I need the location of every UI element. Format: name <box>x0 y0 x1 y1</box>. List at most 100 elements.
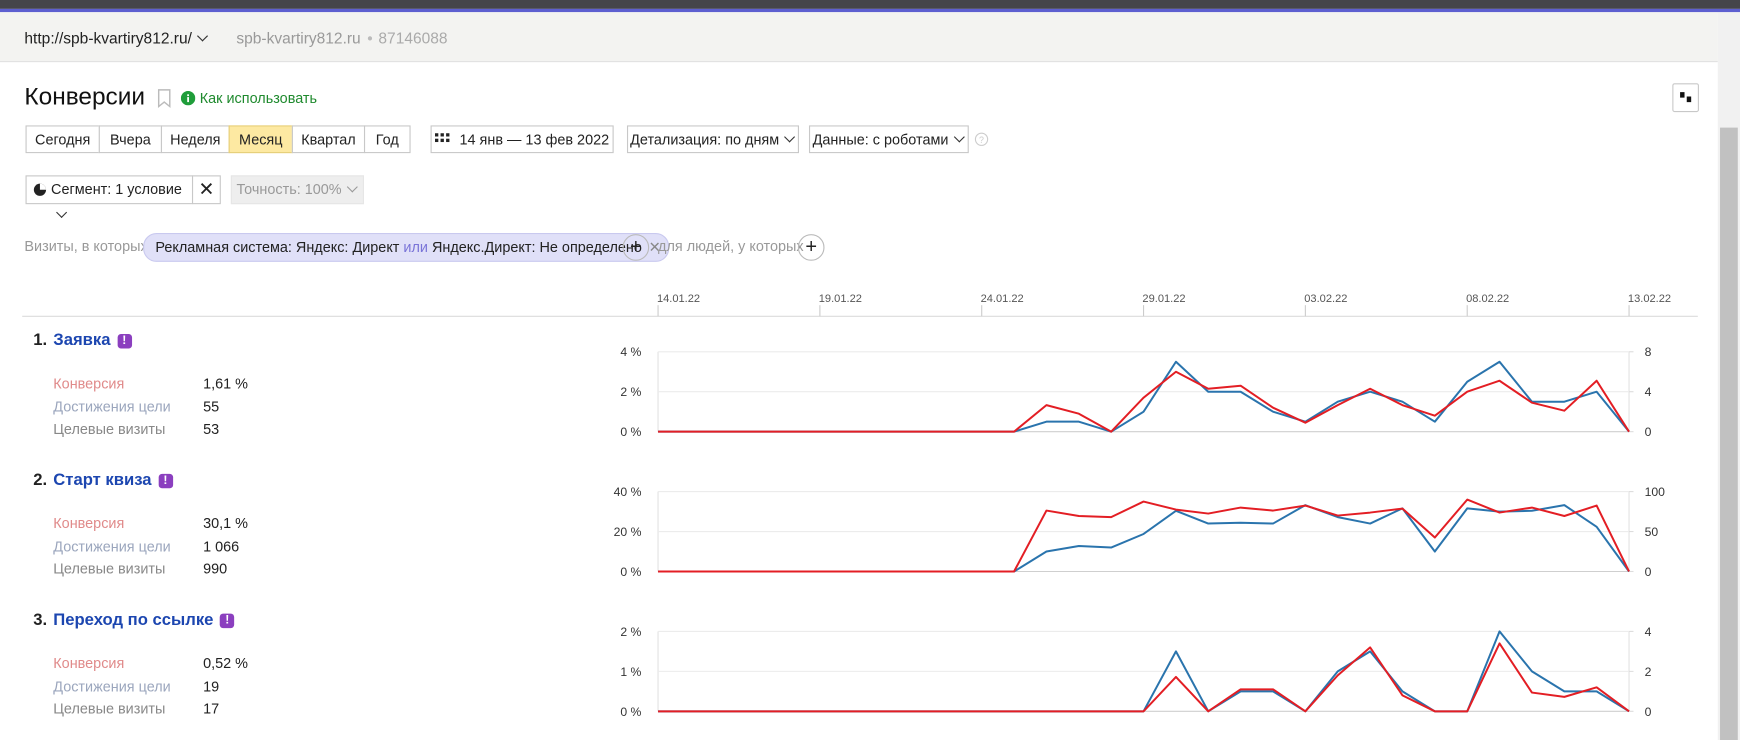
condition-or: или <box>403 238 428 256</box>
detail-button[interactable]: Детализация: по дням <box>626 125 799 154</box>
site-url[interactable]: http://spb-kvartiry812.ru/ <box>24 29 208 47</box>
y-tick-label: 0 % <box>620 425 641 439</box>
segment-clear[interactable]: ✕ <box>191 175 221 205</box>
add-people-condition[interactable]: + <box>797 234 825 261</box>
y2-tick-label: 0 <box>1645 565 1652 579</box>
y2-tick-label: 0 <box>1645 425 1652 439</box>
segment-button[interactable]: Сегмент: 1 условие <box>25 175 194 219</box>
metric-label: Конверсия <box>53 375 125 392</box>
bookmark-icon[interactable] <box>156 89 172 109</box>
condition-part: Рекламная система: Яндекс: Директ <box>155 238 400 256</box>
metric-label: Достижения цели <box>53 677 171 695</box>
separator: • <box>367 28 373 47</box>
y-tick-label: 2 % <box>620 625 641 639</box>
metric-value: 19 <box>203 677 220 695</box>
metric-value: 30,1 % <box>203 514 249 532</box>
export-icon <box>1680 92 1692 103</box>
info-icon <box>180 90 196 106</box>
warning-badge[interactable]: ! <box>158 473 173 489</box>
series-line <box>658 642 1630 713</box>
metric-label: Конверсия <box>53 514 125 532</box>
y-tick-label: 40 % <box>614 485 642 499</box>
series-line <box>658 504 1630 573</box>
metric-label: Целевые визиты <box>53 700 166 717</box>
help-link[interactable]: Как использовать <box>199 89 318 107</box>
y2-tick-label: 0 <box>1645 705 1652 719</box>
warning-badge[interactable]: ! <box>117 334 132 349</box>
series-line <box>658 498 1630 573</box>
metric-label: Целевые визиты <box>53 560 166 578</box>
y2-tick-label: 4 <box>1645 625 1652 639</box>
accent-bar <box>0 8 1740 13</box>
header: http://spb-kvartiry812.ru/ spb-kvartiry8… <box>0 12 1718 63</box>
date-label: 24.01.22 <box>981 293 1024 305</box>
goal-name[interactable]: Заявка! <box>53 331 132 350</box>
chip-remove[interactable]: ✕ <box>648 238 661 256</box>
y2-tick-label: 4 <box>1645 385 1652 399</box>
metric-label: Целевые визиты <box>53 420 166 438</box>
people-label: для людей, у которых <box>658 237 804 255</box>
metric-label: Достижения цели <box>53 537 171 555</box>
page-title: Конверсии <box>24 82 146 110</box>
metric-value: 990 <box>203 560 228 578</box>
goal-number: 1. <box>33 330 48 350</box>
date-label: 14.01.22 <box>657 293 700 305</box>
series-line <box>658 370 1630 433</box>
calendar-icon <box>435 133 450 143</box>
scroll-thumb[interactable] <box>1720 127 1738 740</box>
metric-value: 1 066 <box>203 537 240 555</box>
add-condition[interactable]: + <box>622 234 650 261</box>
metric-label: Конверсия <box>53 654 125 672</box>
counter-id: 87146088 <box>378 28 448 47</box>
y-tick-label: 2 % <box>620 385 641 399</box>
date-label: 03.02.22 <box>1304 293 1347 305</box>
y2-tick-label: 8 <box>1645 345 1652 359</box>
y-tick-label: 4 % <box>620 345 641 359</box>
y-tick-label: 1 % <box>620 665 641 679</box>
goal-number: 2. <box>33 470 48 490</box>
y2-tick-label: 2 <box>1645 665 1652 679</box>
metric-value: 55 <box>203 397 220 415</box>
metric-value: 17 <box>203 700 220 717</box>
y-tick-label: 20 % <box>614 525 642 539</box>
metric-value: 1,61 % <box>203 375 249 392</box>
export-button[interactable] <box>1672 83 1699 113</box>
y-tick-label: 0 % <box>620 565 641 579</box>
date-range: 14 янв — 13 фев 2022 <box>459 130 610 148</box>
metric-value: 53 <box>203 420 220 438</box>
y2-tick-label: 50 <box>1645 525 1659 539</box>
date-label: 19.01.22 <box>819 293 862 305</box>
accuracy-button: Точность: 100% <box>230 175 364 205</box>
visits-label: Визиты, в которых <box>24 237 148 255</box>
goal-name[interactable]: Старт квиза! <box>53 471 173 489</box>
goal-name[interactable]: Переход по ссылке! <box>53 610 235 629</box>
condition-chip[interactable]: Рекламная система: Яндекс: Директ или Ян… <box>143 233 670 262</box>
metric-value: 0,52 % <box>203 654 249 672</box>
help-icon[interactable]: ? <box>974 132 989 146</box>
segment-icon <box>33 183 47 196</box>
warning-badge[interactable]: ! <box>220 613 235 629</box>
date-label: 13.02.22 <box>1628 293 1671 305</box>
accuracy-text: Точность: 100% <box>236 180 342 198</box>
y-tick-label: 0 % <box>620 705 641 719</box>
date-label: 08.02.22 <box>1466 293 1509 305</box>
goal-number: 3. <box>33 610 48 630</box>
date-label: 29.01.22 <box>1142 293 1185 305</box>
scrollbar[interactable] <box>1717 12 1740 740</box>
site-name: spb-kvartiry812.ru <box>236 28 361 47</box>
period-button[interactable]: Неделя <box>160 125 230 154</box>
detail-text: Детализация: по дням <box>630 130 780 148</box>
window-bar <box>0 0 1740 9</box>
y2-tick-label: 100 <box>1645 485 1666 499</box>
svg-text:?: ? <box>979 135 984 145</box>
metric-label: Достижения цели <box>53 397 171 415</box>
segment-text: Сегмент: 1 условие <box>51 180 182 198</box>
data-filter-button[interactable]: Данные: с роботами <box>808 125 969 154</box>
condition-part: Яндекс.Директ: Не определено <box>431 238 642 256</box>
period-button[interactable]: Год <box>363 125 411 154</box>
date-range-button[interactable]: 14 янв — 13 фев 2022 <box>430 125 614 154</box>
